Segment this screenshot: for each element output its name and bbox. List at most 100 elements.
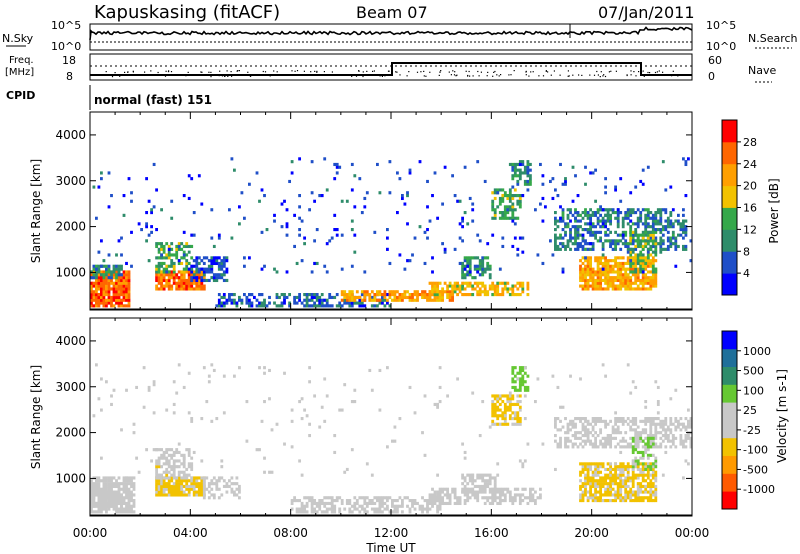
- range-cell: [529, 182, 532, 186]
- range-cell: [195, 287, 199, 291]
- range-cell: [92, 414, 96, 418]
- range-cell: [589, 242, 593, 246]
- range-cell: [591, 213, 595, 217]
- range-cell: [501, 411, 505, 415]
- range-cell: [323, 501, 327, 506]
- range-cell: [651, 417, 655, 421]
- range-cell: [443, 165, 447, 169]
- range-cell: [503, 487, 507, 491]
- range-cell: [666, 428, 670, 432]
- range-cell: [574, 431, 577, 435]
- range-cell: [511, 284, 515, 288]
- range-cell: [265, 228, 269, 232]
- range-cell: [589, 439, 593, 443]
- range-cell: [649, 278, 653, 283]
- range-cell: [197, 482, 201, 486]
- range-cell: [335, 171, 339, 175]
- range-cell: [333, 507, 337, 511]
- range-cell: [170, 270, 174, 274]
- range-cell: [626, 476, 630, 480]
- range-cell: [581, 490, 585, 494]
- range-cell: [431, 281, 434, 285]
- range-cell: [604, 467, 608, 472]
- range-cell: [105, 496, 108, 500]
- range-cell: [654, 281, 658, 285]
- range-cell: [127, 479, 131, 483]
- range-cell: [238, 205, 241, 209]
- range-cell: [363, 510, 367, 514]
- range-cell: [180, 484, 184, 489]
- range-cell: [473, 256, 477, 260]
- range-cell: [170, 259, 174, 263]
- range-cell: [308, 304, 312, 308]
- range-cell: [202, 267, 206, 271]
- range-cell: [581, 470, 585, 474]
- range-cell: [594, 445, 598, 449]
- range-cell: [518, 202, 522, 206]
- range-cell: [636, 219, 640, 223]
- range-cell: [145, 225, 149, 229]
- range-cell: [448, 499, 452, 503]
- range-cell: [579, 436, 582, 440]
- range-cell: [202, 366, 206, 370]
- range-cell: [476, 233, 480, 237]
- range-cell: [185, 281, 189, 285]
- range-cell: [172, 267, 176, 271]
- range-cell: [210, 236, 214, 240]
- range-cell: [453, 194, 457, 198]
- range-cell: [614, 493, 618, 497]
- range-cell: [639, 450, 643, 455]
- range-cell: [245, 439, 249, 443]
- range-cell: [574, 230, 577, 234]
- range-cell: [654, 431, 658, 435]
- range-cell: [496, 205, 500, 209]
- range-cell: [641, 496, 645, 500]
- range-cell: [235, 482, 239, 486]
- range-cell: [639, 278, 643, 283]
- range-cell: [503, 287, 507, 291]
- range-cell: [614, 247, 618, 251]
- range-cell: [436, 405, 440, 409]
- range-cell: [170, 199, 174, 203]
- range-cell: [177, 473, 181, 477]
- range-cell: [616, 490, 620, 494]
- range-cell: [629, 236, 633, 240]
- range-cell: [97, 185, 101, 189]
- range-cell: [646, 473, 650, 477]
- range-cell: [413, 499, 417, 503]
- range-cell: [682, 439, 685, 443]
- range-cell: [631, 499, 635, 503]
- range-cell: [656, 445, 660, 449]
- nave-dot: [222, 74, 224, 76]
- range-cell: [496, 501, 500, 506]
- range-cell: [596, 270, 600, 274]
- range-cell: [255, 171, 259, 175]
- range-cell: [579, 473, 582, 477]
- nave-dot: [493, 71, 495, 73]
- range-cell: [581, 256, 585, 260]
- range-cell: [125, 388, 128, 392]
- range-cell: [433, 496, 437, 500]
- range-cell: [649, 236, 653, 240]
- range-cell: [155, 267, 159, 271]
- range-cell: [308, 293, 312, 297]
- range-cell: [90, 507, 93, 511]
- range-cell: [659, 216, 663, 220]
- range-cell: [230, 487, 234, 491]
- range-cell: [491, 202, 495, 206]
- range-cell: [217, 276, 221, 280]
- range-cell: [599, 417, 603, 421]
- nave-dot: [370, 74, 372, 76]
- range-cell: [554, 439, 557, 443]
- range-cell: [132, 487, 136, 491]
- range-cell: [476, 281, 480, 285]
- range-cell: [160, 264, 164, 268]
- range-cell: [393, 499, 397, 503]
- range-cell: [350, 400, 354, 404]
- y-tick-label: 3000: [55, 380, 86, 394]
- range-cell: [330, 295, 334, 300]
- range-cell: [167, 453, 171, 457]
- range-cell: [187, 484, 191, 489]
- range-cell: [594, 225, 598, 229]
- range-cell: [634, 261, 638, 266]
